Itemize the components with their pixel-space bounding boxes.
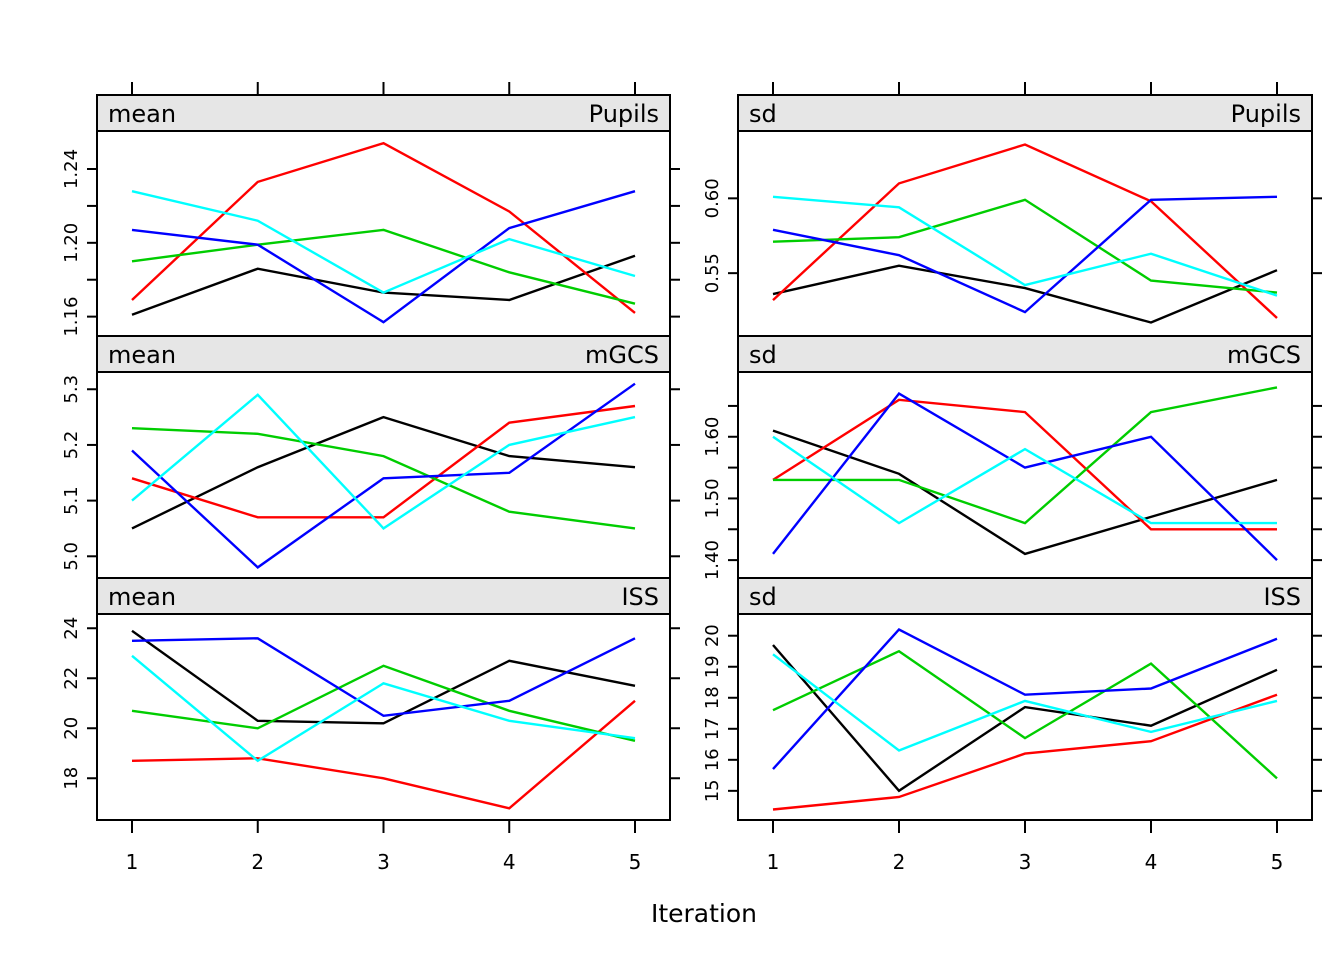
series-mean-ISS-chain3-green	[131, 664, 636, 742]
y-tick-label: 15	[702, 779, 723, 802]
series-mean-mGCS-chain3-green	[131, 427, 636, 530]
series-sd-Pupils-chain4-blue	[772, 195, 1278, 314]
strip-mean-Pupils	[96, 94, 671, 132]
y-tick-label: 19	[702, 655, 723, 678]
series-sd-mGCS-chain1-black	[772, 429, 1278, 556]
series-mean-ISS-chain5-cyan	[131, 654, 636, 763]
y-tick-label: 20	[702, 624, 723, 647]
y-tick-label: 5.2	[61, 431, 82, 460]
strip-label-left-mean-mGCS: mean	[108, 341, 176, 369]
y-tick-label: 18	[702, 686, 723, 709]
series-mean-Pupils-chain4-blue	[131, 190, 636, 324]
y-tick-label: 5.3	[61, 375, 82, 404]
strip-label-right-mean-Pupils: Pupils	[589, 100, 659, 128]
series-mean-Pupils-chain5-cyan	[131, 190, 636, 294]
y-tick-label: 17	[702, 717, 723, 740]
panel-sd-ISS	[737, 613, 1313, 821]
series-sd-Pupils-chain1-black	[772, 264, 1278, 324]
strip-mean-ISS	[96, 577, 671, 615]
y-tick-label: 1.50	[702, 478, 723, 518]
strip-label-left-sd-mGCS: sd	[749, 341, 777, 369]
series-sd-mGCS-chain3-green	[773, 386, 1278, 525]
x-tick-label: 2	[893, 850, 906, 874]
series-sd-ISS-chain5-cyan	[772, 653, 1278, 752]
series-sd-ISS-chain3-green	[772, 649, 1278, 780]
series-mean-ISS-chain4-blue	[131, 637, 636, 718]
strip-label-left-mean-Pupils: mean	[108, 100, 176, 128]
strip-label-right-mean-ISS: ISS	[621, 583, 659, 611]
panel-mean-mGCS	[96, 371, 671, 579]
series-sd-ISS-chain1-black	[772, 644, 1278, 793]
x-tick-label: 1	[126, 850, 139, 874]
series-mean-Pupils-chain3-green	[131, 228, 636, 305]
y-tick-label: 24	[61, 617, 82, 640]
strip-label-left-sd-ISS: sd	[749, 583, 777, 611]
y-tick-label: 1.40	[702, 540, 723, 580]
y-tick-label: 1.24	[61, 149, 82, 189]
series-sd-ISS-chain2-red	[772, 693, 1278, 811]
y-tick-label: 5.1	[61, 486, 82, 515]
series-sd-Pupils-chain3-green	[772, 198, 1278, 294]
x-tick-label: 4	[503, 850, 516, 874]
x-axis-title: Iteration	[650, 899, 758, 928]
y-tick-label: 20	[61, 717, 82, 740]
y-tick-label: 0.55	[702, 253, 723, 293]
series-mean-Pupils-chain2-red	[131, 141, 636, 314]
strip-sd-ISS	[737, 577, 1313, 615]
y-tick-label: 0.60	[702, 178, 723, 218]
series-sd-mGCS-chain4-blue	[772, 392, 1278, 561]
y-tick-label: 22	[61, 667, 82, 690]
panel-sd-mGCS	[737, 371, 1313, 579]
series-mean-mGCS-chain2-red	[131, 404, 636, 519]
x-tick-label: 1	[767, 850, 780, 874]
strip-label-right-sd-Pupils: Pupils	[1231, 100, 1301, 128]
series-mean-ISS-chain1-black	[131, 629, 636, 725]
x-tick-label: 3	[1019, 850, 1032, 874]
series-mean-mGCS-chain1-black	[131, 415, 636, 530]
panel-sd-Pupils	[737, 130, 1313, 337]
y-tick-label: 1.16	[61, 297, 82, 337]
strip-sd-Pupils	[737, 94, 1313, 132]
strip-label-right-mean-mGCS: mGCS	[585, 341, 659, 369]
x-tick-label: 5	[629, 850, 642, 874]
strip-label-left-mean-ISS: mean	[108, 583, 176, 611]
y-tick-label: 18	[61, 767, 82, 790]
strip-label-right-sd-ISS: ISS	[1263, 583, 1301, 611]
series-sd-Pupils-chain5-cyan	[772, 195, 1278, 297]
strip-label-right-sd-mGCS: mGCS	[1227, 341, 1301, 369]
y-tick-label: 1.20	[61, 223, 82, 263]
series-sd-mGCS-chain2-red	[772, 398, 1277, 531]
panel-mean-Pupils	[96, 130, 671, 337]
strip-sd-mGCS	[737, 335, 1313, 373]
series-sd-ISS-chain4-blue	[772, 628, 1278, 770]
series-sd-mGCS-chain5-cyan	[772, 435, 1277, 525]
series-mean-ISS-chain2-red	[131, 699, 636, 810]
x-tick-label: 4	[1145, 850, 1158, 874]
strip-label-left-sd-Pupils: sd	[749, 100, 777, 128]
y-tick-label: 5.0	[61, 542, 82, 571]
series-mean-mGCS-chain5-cyan	[131, 393, 636, 530]
series-mean-mGCS-chain4-blue	[131, 382, 636, 569]
y-tick-label: 16	[702, 748, 723, 771]
x-tick-label: 2	[251, 850, 264, 874]
x-tick-label: 3	[377, 850, 390, 874]
x-tick-label: 5	[1271, 850, 1284, 874]
y-tick-label: 1.60	[702, 417, 723, 457]
series-sd-Pupils-chain2-red	[772, 143, 1278, 319]
